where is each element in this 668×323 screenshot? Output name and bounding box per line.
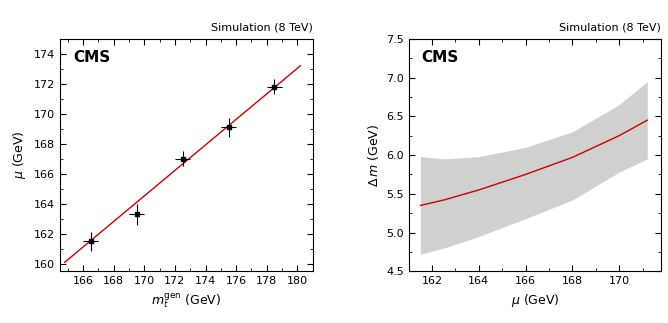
X-axis label: $m_t^{\mathrm{gen}}$ (GeV): $m_t^{\mathrm{gen}}$ (GeV) <box>152 292 222 311</box>
Text: Simulation (8 TeV): Simulation (8 TeV) <box>211 23 313 33</box>
Y-axis label: $\mu$ (GeV): $\mu$ (GeV) <box>11 131 29 179</box>
Text: CMS: CMS <box>422 50 459 65</box>
Text: Simulation (8 TeV): Simulation (8 TeV) <box>559 23 661 33</box>
X-axis label: $\mu$ (GeV): $\mu$ (GeV) <box>510 292 559 309</box>
Text: CMS: CMS <box>73 50 110 65</box>
Y-axis label: $\Delta\,m$ (GeV): $\Delta\,m$ (GeV) <box>365 123 381 187</box>
